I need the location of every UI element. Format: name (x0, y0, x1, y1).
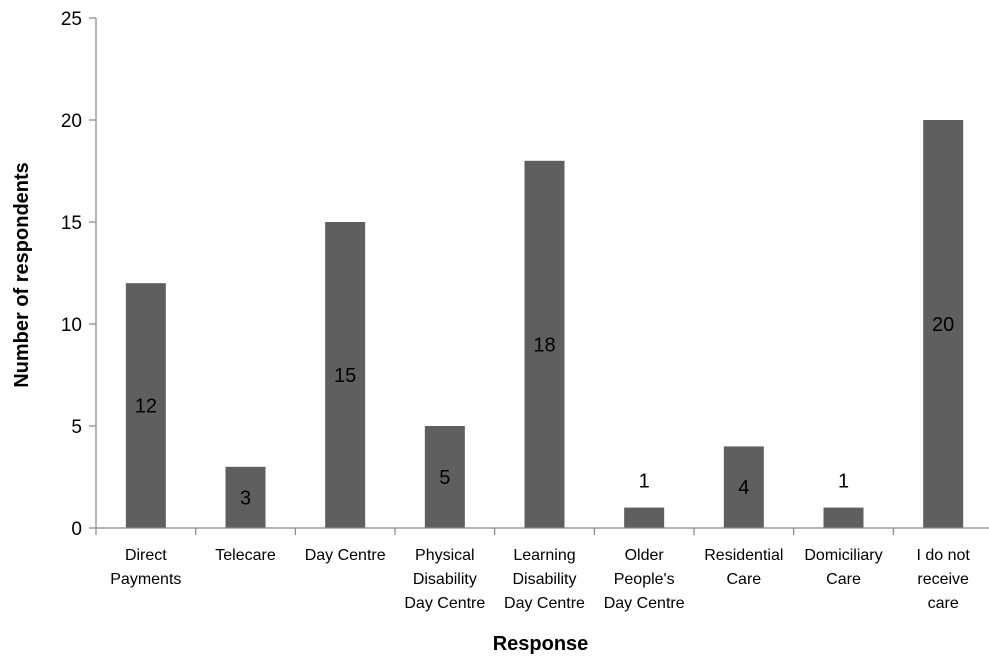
x-category-label-line: Telecare (215, 547, 276, 564)
x-category-label: Physical Disability Day Centre (404, 547, 485, 612)
x-category-label-line: Care (726, 571, 761, 588)
x-category-label-line: Payments (110, 571, 181, 588)
data-label: 3 (240, 487, 251, 509)
data-label: 1 (838, 471, 849, 493)
x-category-label-line: Physical (415, 547, 475, 564)
bar (624, 507, 665, 528)
x-category-label-line: Day Centre (305, 547, 386, 564)
x-category-label: Residential Care (704, 547, 783, 588)
bar (424, 426, 465, 528)
x-category-label: Day Centre (305, 547, 386, 564)
x-category-label: Older People's Day Centre (604, 547, 685, 612)
data-labels: 12 3 15 5 18 1 4 1 20 (135, 314, 955, 509)
x-category-label-line: care (928, 595, 959, 612)
bar (125, 283, 166, 528)
x-category-label-line: Care (826, 571, 861, 588)
y-tick-label: 0 (71, 519, 82, 540)
data-label: 4 (738, 477, 749, 499)
bar (325, 222, 366, 528)
x-category-label-line: Residential (704, 547, 783, 564)
data-label: 18 (533, 334, 555, 356)
bar (524, 160, 565, 529)
x-category-label-line: Learning (513, 547, 575, 564)
y-axis-title: Number of respondents (11, 162, 33, 388)
data-label: 20 (932, 314, 954, 336)
x-category-label: Domiciliary Care (804, 547, 882, 588)
bar (923, 120, 964, 528)
data-label: 15 (334, 365, 356, 387)
y-axis-ticks: 0 5 10 15 20 25 (61, 9, 96, 540)
x-axis-ticks (95, 528, 894, 535)
y-tick-label: 25 (61, 9, 82, 30)
x-category-label-line: Day Centre (604, 595, 685, 612)
y-tick-label: 5 (71, 417, 82, 438)
y-tick-label: 20 (61, 111, 82, 132)
data-label: 5 (439, 467, 450, 489)
x-category-label-line: I do not (916, 547, 970, 564)
x-category-label-line: Direct (125, 547, 167, 564)
data-label: 1 (639, 471, 650, 493)
x-axis-title: Response (493, 633, 589, 655)
x-category-label-line: People's (614, 571, 675, 588)
bar (723, 446, 764, 528)
x-category-label-line: Day Centre (504, 595, 585, 612)
x-category-label-line: Domiciliary (804, 547, 882, 564)
bars (125, 120, 964, 529)
y-tick-label: 10 (61, 315, 82, 336)
x-category-label: Direct Payments (110, 547, 181, 588)
x-category-label-line: Disability (512, 571, 576, 588)
x-category-label: Learning Disability Day Centre (504, 547, 585, 612)
x-category-label-line: receive (917, 571, 969, 588)
bar (823, 507, 864, 528)
data-label: 12 (135, 396, 157, 418)
y-tick-label: 15 (61, 213, 82, 234)
x-category-label: Telecare (215, 547, 276, 564)
x-category-label: I do not receive care (916, 547, 970, 612)
x-category-label-line: Disability (413, 571, 477, 588)
x-category-label-line: Day Centre (404, 595, 485, 612)
bar (225, 466, 266, 528)
x-category-label-line: Older (625, 547, 665, 564)
